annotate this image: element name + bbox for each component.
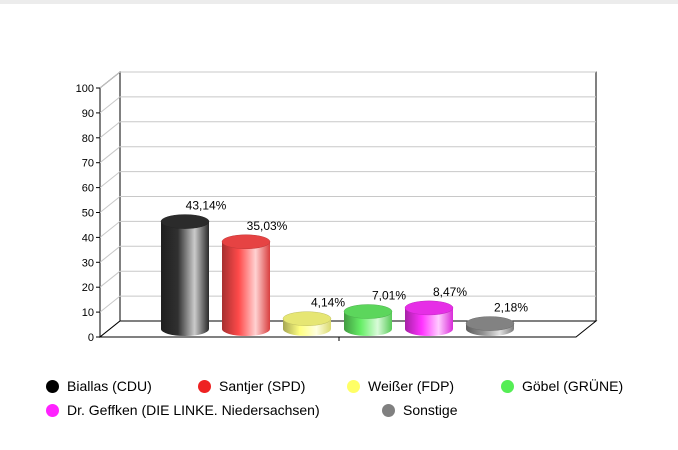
gridline-side	[99, 71, 121, 89]
legend-item-fdp: Weißer (FDP)	[347, 378, 454, 394]
legend-dot-icon	[501, 379, 514, 393]
gridline-side	[99, 196, 121, 213]
y-tick-label: 10	[82, 307, 94, 319]
legend-dot-icon	[347, 379, 360, 393]
gridline-side	[99, 221, 121, 238]
bar-body	[222, 241, 270, 336]
bar-top	[343, 304, 393, 319]
y-tick-label: 30	[82, 257, 94, 269]
legend-label: Dr. Geffken (DIE LINKE. Niedersachsen)	[67, 402, 320, 418]
data-label-1: 43,14%	[186, 199, 227, 213]
bar-top	[465, 316, 515, 331]
bar-4	[343, 304, 393, 336]
bar-top	[282, 311, 332, 326]
y-tick-label: 90	[82, 108, 94, 120]
gridline-side	[99, 146, 121, 164]
y-tick-label: 100	[76, 83, 94, 95]
legend-label: Sonstige	[403, 402, 458, 418]
gridline-side	[99, 270, 121, 288]
legend-item-spd: Santjer (SPD)	[198, 378, 305, 394]
bar-top	[221, 234, 271, 250]
data-label-5: 8,47%	[433, 285, 467, 299]
bar-body	[161, 221, 209, 336]
legend-item-gruene: Göbel (GRÜNE)	[501, 378, 623, 394]
bar-3	[282, 311, 332, 336]
legend-dot-icon	[46, 379, 59, 393]
y-axis-ticks: 0 10 20 30 40 50 60 70 80 90 100	[76, 83, 340, 344]
y-tick-label: 70	[82, 158, 94, 170]
legend: Biallas (CDU) Santjer (SPD) Weißer (FDP)…	[0, 372, 678, 432]
bars	[160, 214, 515, 336]
bar-2	[221, 234, 271, 336]
legend-label: Biallas (CDU)	[67, 378, 152, 394]
legend-label: Göbel (GRÜNE)	[522, 378, 624, 394]
y-tick-label: 60	[82, 183, 94, 195]
legend-label: Weißer (FDP)	[368, 378, 455, 394]
data-label-3: 4,14%	[311, 296, 345, 310]
legend-dot-icon	[382, 403, 395, 417]
y-tick-label: 50	[82, 208, 94, 220]
gridline-side	[99, 171, 121, 188]
legend-label: Santjer (SPD)	[219, 378, 306, 394]
legend-dot-icon	[198, 379, 211, 393]
legend-item-sonstige: Sonstige	[382, 402, 457, 418]
bar-body	[405, 307, 453, 336]
data-label-2: 35,03%	[247, 219, 288, 233]
bar-chart: 0 10 20 30 40 50 60 70 80 90 100 43,14% 35,03% 4,14%…	[76, 70, 598, 344]
y-tick-label: 80	[82, 133, 94, 145]
bar-top	[404, 300, 454, 316]
y-tick-label: 40	[82, 232, 94, 244]
y-tick-label: 0	[88, 332, 94, 344]
legend-item-linke: Dr. Geffken (DIE LINKE. Niedersachsen)	[46, 402, 320, 418]
gridline-side	[99, 96, 121, 114]
data-label-6: 2,18%	[494, 301, 528, 315]
gridline-side	[99, 245, 121, 263]
gridline-side	[99, 295, 121, 313]
y-tick-label: 20	[82, 282, 94, 294]
bar-top	[160, 214, 210, 229]
bar-6	[465, 316, 515, 336]
legend-item-cdu: Biallas (CDU)	[46, 378, 152, 394]
data-label-4: 7,01%	[372, 289, 406, 303]
top-strip	[0, 0, 678, 4]
bar-1	[160, 214, 210, 336]
gridline-side	[99, 121, 121, 139]
data-labels: 43,14% 35,03% 4,14% 7,01% 8,47% 2,18%	[186, 199, 529, 315]
legend-dot-icon	[46, 403, 59, 417]
bar-5	[404, 300, 454, 336]
